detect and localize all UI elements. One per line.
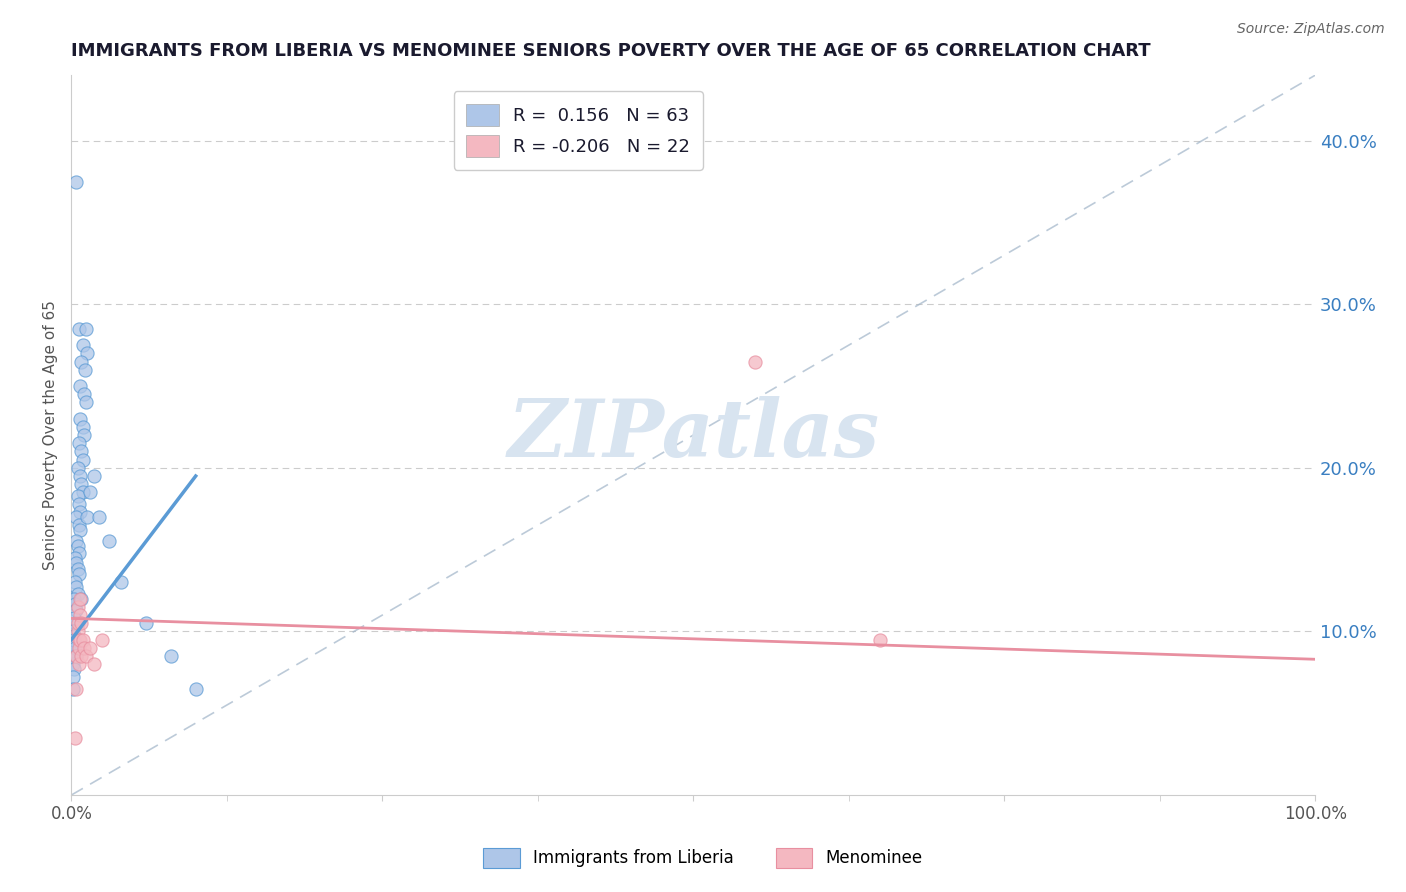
Point [97,534,120,549]
Point [62,648,84,663]
Point [83,657,105,672]
Point [63,550,86,565]
Point [869,632,891,647]
Point [744,354,766,368]
Point [69,469,91,483]
Point [73,640,96,655]
Point [66,616,89,631]
Y-axis label: Seniors Poverty Over the Age of 65: Seniors Poverty Over the Age of 65 [44,301,58,570]
Point [62,681,84,696]
Point [66,540,89,554]
Point [73,387,96,401]
Point [67,567,90,582]
Point [79,485,101,500]
Point [73,362,96,376]
Point [69,591,91,606]
Legend: R =  0.156   N = 63, R = -0.206   N = 22: R = 0.156 N = 63, R = -0.206 N = 22 [454,92,703,169]
Point [72,420,94,434]
Point [69,523,91,537]
Point [62,662,84,676]
Point [69,632,91,647]
Point [75,322,97,336]
Point [66,461,89,475]
Point [91,632,114,647]
Point [66,562,89,576]
Point [67,632,90,647]
Point [63,731,86,745]
Point [62,591,84,606]
Point [76,510,98,524]
Text: IMMIGRANTS FROM LIBERIA VS MENOMINEE SENIORS POVERTY OVER THE AGE OF 65 CORRELAT: IMMIGRANTS FROM LIBERIA VS MENOMINEE SEN… [72,42,1152,60]
Point [135,616,157,631]
Point [62,657,84,672]
Point [65,603,87,617]
Point [159,648,181,663]
Point [72,338,94,352]
Point [184,681,207,696]
Point [67,497,90,511]
Point [72,632,94,647]
Point [67,518,90,533]
Point [70,444,93,458]
Point [62,632,84,647]
Point [70,616,93,631]
Point [75,395,97,409]
Point [66,587,89,601]
Point [67,640,90,655]
Point [63,575,86,590]
Point [65,580,87,594]
Point [65,648,87,663]
Point [65,648,87,663]
Point [87,510,110,524]
Point [67,322,90,336]
Point [66,489,89,503]
Point [70,354,93,368]
Point [70,477,93,491]
Point [69,379,91,393]
Point [63,616,86,631]
Point [69,505,91,519]
Point [65,681,87,696]
Point [69,608,91,623]
Point [65,556,87,570]
Text: Source: ZipAtlas.com: Source: ZipAtlas.com [1237,22,1385,37]
Point [70,648,93,663]
Point [62,611,84,625]
Point [66,624,89,639]
Point [67,436,90,450]
Point [67,657,90,672]
Point [63,640,86,655]
Point [62,629,84,643]
Point [75,648,97,663]
Legend: Immigrants from Liberia, Menominee: Immigrants from Liberia, Menominee [477,841,929,875]
Point [66,599,89,614]
Point [72,452,94,467]
Point [62,644,84,658]
Point [73,428,96,442]
Point [83,469,105,483]
Point [72,485,94,500]
Point [65,534,87,549]
Point [76,346,98,360]
Point [62,670,84,684]
Point [67,546,90,560]
Point [63,636,86,650]
Point [70,591,93,606]
Point [65,510,87,524]
Point [79,640,101,655]
Point [69,411,91,425]
Point [63,597,86,611]
Point [65,175,87,189]
Point [62,624,84,639]
Point [110,575,132,590]
Text: ZIPatlas: ZIPatlas [508,396,879,474]
